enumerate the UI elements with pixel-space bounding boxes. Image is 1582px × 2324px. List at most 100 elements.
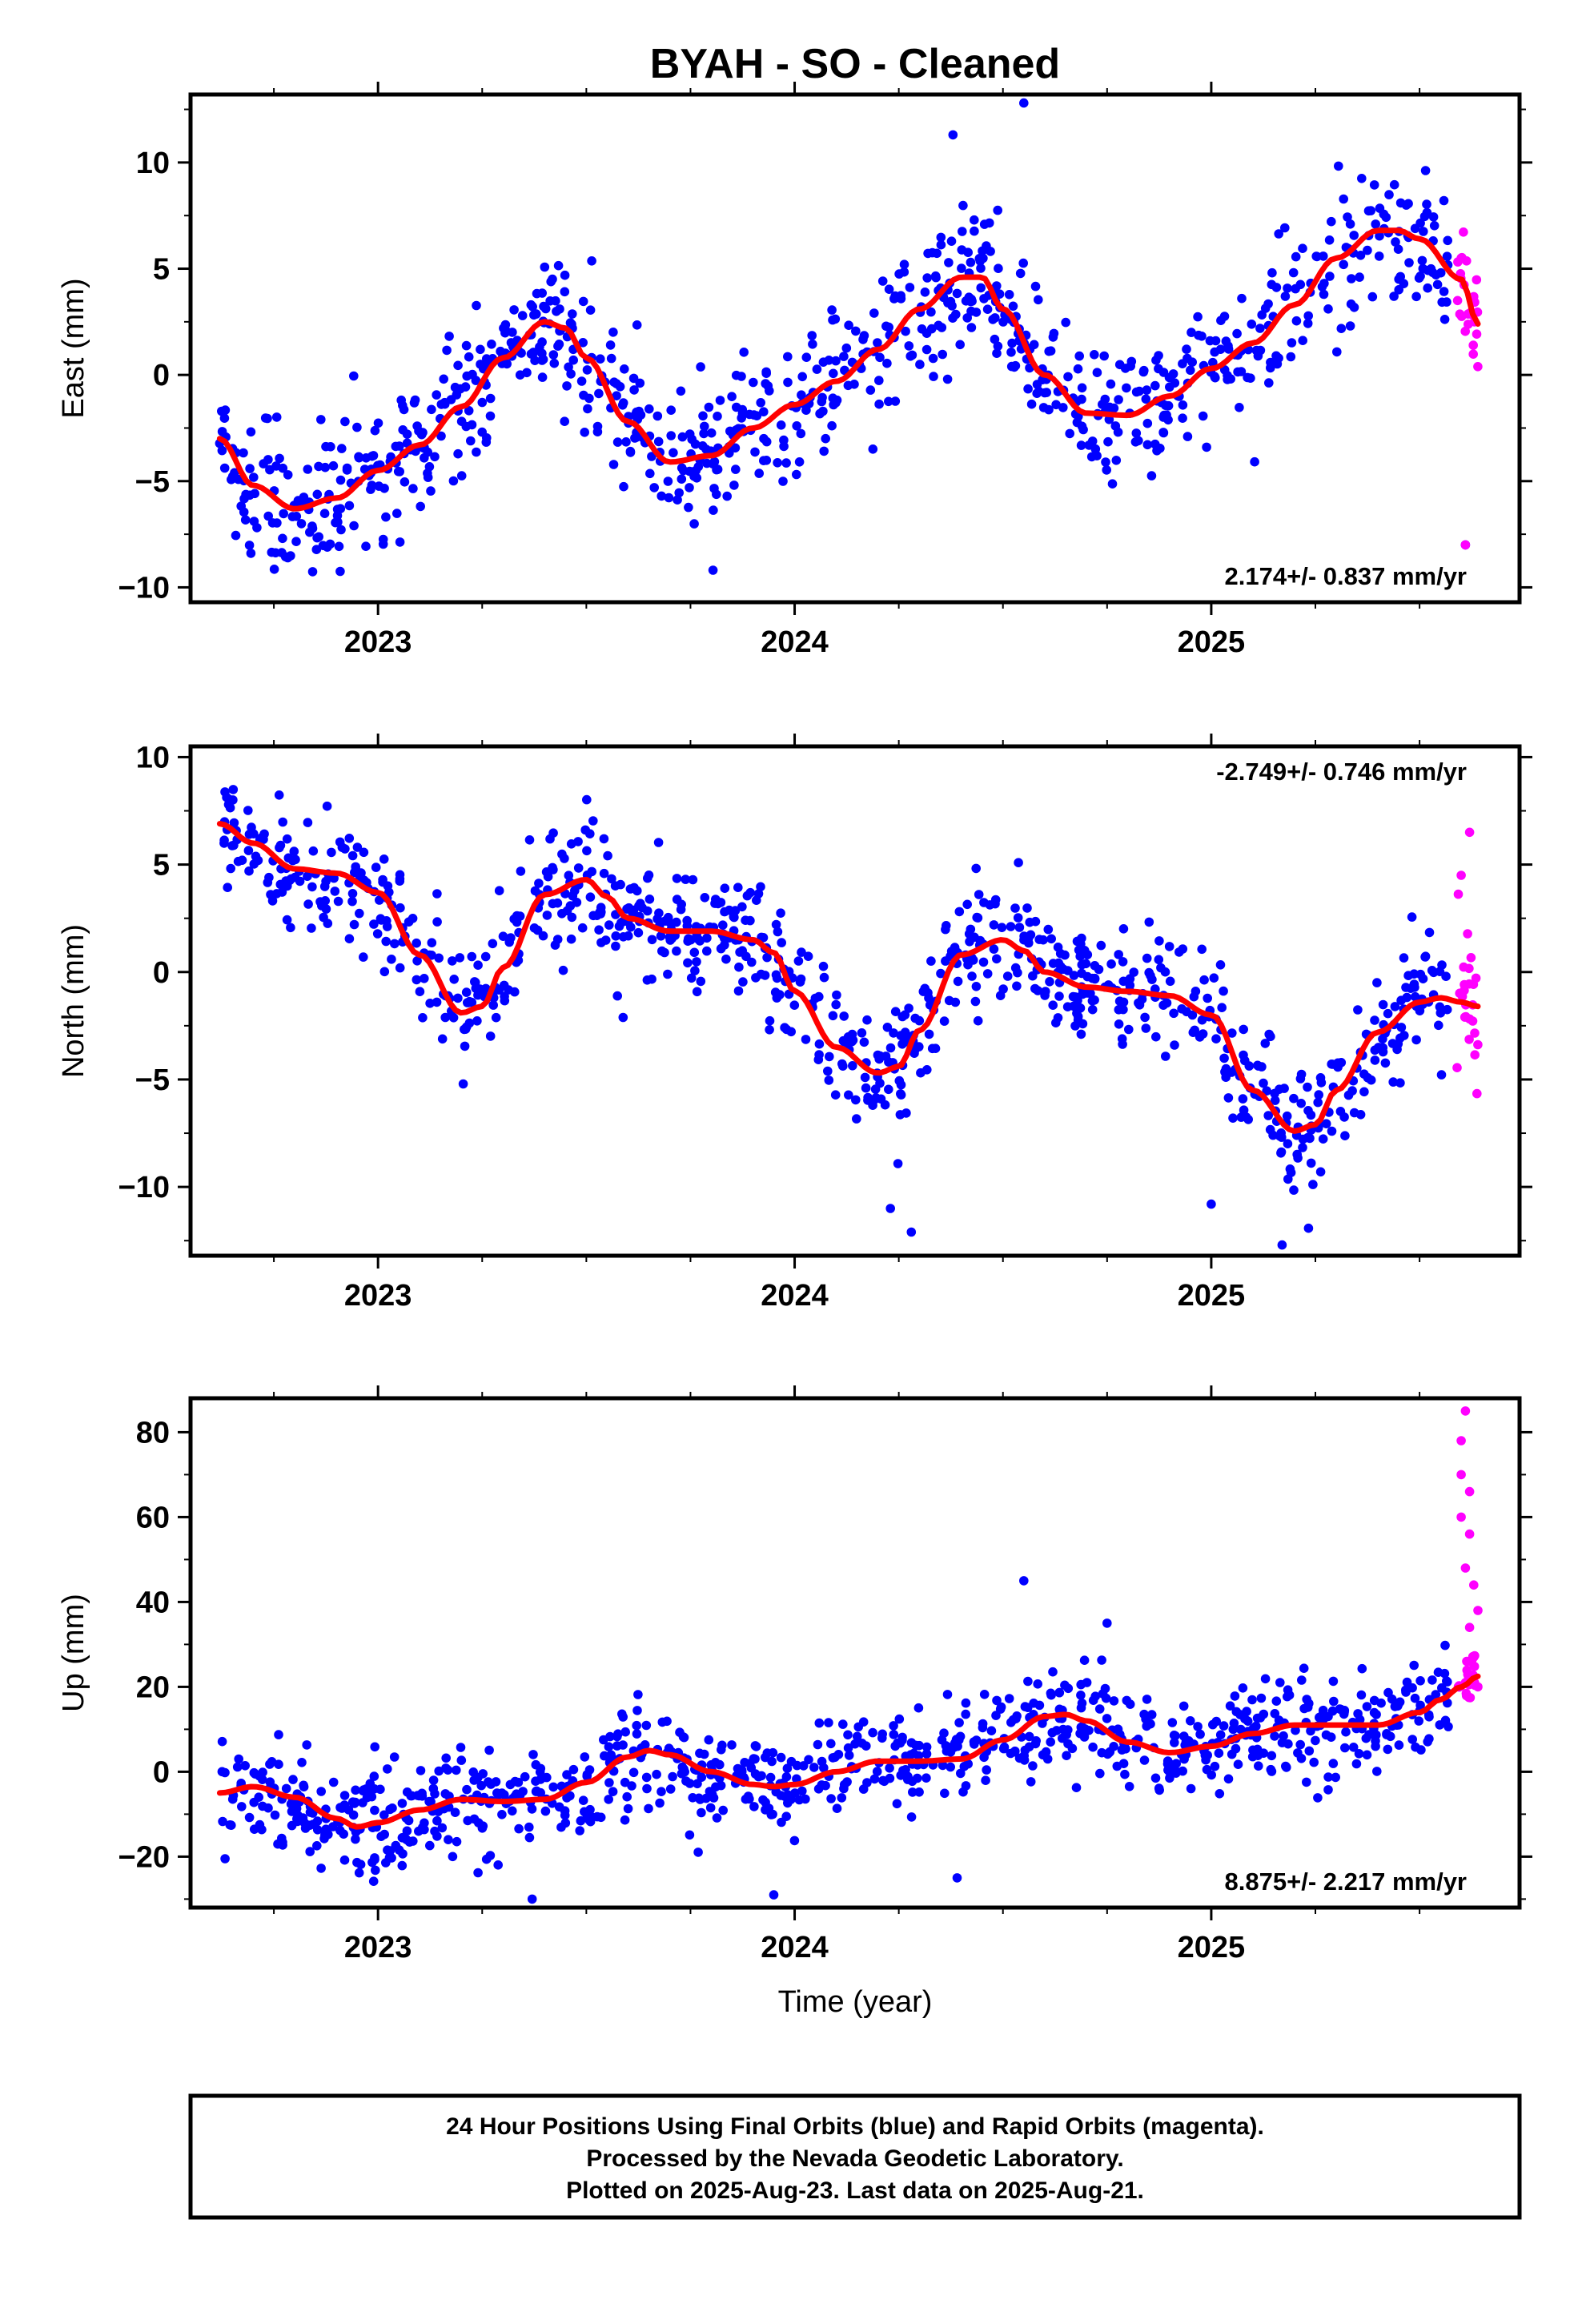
final-orbit-point — [1291, 251, 1301, 262]
final-orbit-point — [715, 396, 725, 405]
final-orbit-point — [1098, 400, 1107, 409]
final-orbit-point — [302, 1740, 312, 1750]
final-orbit-point — [271, 412, 282, 422]
final-orbit-point — [279, 509, 289, 519]
final-orbit-point — [1048, 1000, 1058, 1010]
final-orbit-point — [773, 927, 783, 937]
plot-frame — [188, 744, 1522, 1258]
final-orbit-point — [924, 1029, 934, 1039]
final-orbit-point — [578, 338, 588, 348]
final-orbit-point — [220, 1854, 230, 1864]
final-orbit-point — [1219, 1721, 1229, 1731]
final-orbit-point — [765, 1015, 775, 1026]
final-orbit-point — [508, 328, 517, 337]
final-orbit-point — [558, 965, 568, 975]
final-orbit-point — [776, 1752, 786, 1763]
final-orbit-point — [978, 1719, 988, 1729]
final-orbit-point — [1407, 1735, 1417, 1744]
final-orbit-point — [1357, 1663, 1367, 1674]
final-orbit-point — [789, 1835, 800, 1846]
final-orbit-point — [696, 362, 705, 372]
final-orbit-point — [1164, 942, 1174, 951]
rapid-orbit-point — [1465, 1693, 1476, 1703]
final-orbit-point — [231, 530, 241, 541]
final-orbit-point — [684, 934, 693, 944]
final-orbit-point — [704, 402, 714, 412]
final-orbit-point — [1336, 324, 1347, 334]
final-orbit-point — [1195, 1032, 1205, 1042]
final-orbit-point — [562, 1793, 572, 1803]
final-orbit-point — [1319, 251, 1328, 261]
final-orbit-point — [1076, 1029, 1086, 1039]
final-orbit-point — [905, 1750, 916, 1759]
final-orbit-point — [1279, 1084, 1289, 1093]
final-orbit-point — [312, 1841, 322, 1851]
final-orbit-point — [948, 130, 958, 140]
final-orbit-point — [851, 1095, 861, 1105]
final-orbit-point — [386, 452, 396, 462]
rapid-orbit-point — [1473, 1039, 1483, 1050]
final-orbit-point — [282, 915, 292, 925]
final-orbit-point — [930, 271, 941, 281]
final-orbit-point — [630, 410, 640, 420]
final-orbit-point — [1182, 344, 1191, 354]
final-orbit-point — [1299, 1703, 1309, 1714]
final-orbit-point — [1232, 328, 1242, 339]
rapid-orbit-point — [1464, 320, 1473, 329]
final-orbit-point — [1378, 1043, 1388, 1053]
final-orbit-point — [467, 951, 477, 962]
final-orbit-point — [397, 1799, 408, 1808]
final-orbit-point — [606, 1750, 616, 1760]
y-axis-title: North (mm) — [57, 924, 90, 1078]
final-orbit-point — [244, 866, 254, 876]
final-orbit-point — [699, 1749, 709, 1759]
final-orbit-point — [271, 889, 282, 899]
y-tick-label: −20 — [118, 1840, 170, 1874]
trend-curve — [216, 821, 1481, 1134]
rapid-orbit-point — [1468, 340, 1478, 350]
final-orbit-point — [874, 1054, 884, 1064]
final-orbit-point — [1324, 235, 1335, 245]
final-orbit-point — [1207, 1199, 1216, 1209]
final-orbit-point — [565, 901, 576, 911]
final-orbit-point — [989, 920, 999, 930]
rapid-orbit-point — [1472, 275, 1482, 285]
final-orbit-point — [1170, 1731, 1180, 1741]
final-orbit-point — [440, 1789, 451, 1799]
final-orbit-point — [914, 1787, 924, 1797]
final-orbit-point — [1160, 967, 1170, 977]
final-orbit-point — [1063, 372, 1073, 382]
final-orbit-point — [316, 415, 326, 424]
final-orbit-point — [970, 996, 981, 1007]
final-orbit-point — [1118, 957, 1128, 967]
final-orbit-point — [312, 489, 323, 500]
final-orbit-point — [1419, 227, 1428, 236]
final-orbit-point — [1229, 1719, 1239, 1728]
final-orbit-point — [1305, 1133, 1315, 1144]
final-orbit-point — [1235, 403, 1244, 412]
final-orbit-point — [632, 320, 642, 330]
final-orbit-point — [237, 1802, 247, 1811]
final-orbit-point — [1289, 1185, 1299, 1195]
final-orbit-point — [1221, 336, 1231, 346]
rapid-orbit-point — [1473, 362, 1483, 372]
final-orbit-point — [812, 364, 822, 374]
final-orbit-point — [436, 431, 446, 441]
final-orbit-point — [548, 862, 557, 873]
final-orbit-point — [229, 818, 239, 828]
final-orbit-point — [1226, 374, 1235, 384]
final-orbit-point — [817, 396, 827, 407]
rapid-orbit-point — [1460, 1406, 1471, 1416]
final-orbit-point — [1328, 1759, 1339, 1768]
final-orbit-point — [1221, 1072, 1231, 1082]
final-orbit-point — [305, 1847, 315, 1856]
final-orbit-point — [792, 421, 801, 431]
final-orbit-point — [1014, 1753, 1025, 1763]
final-orbit-point — [1018, 258, 1028, 268]
final-orbit-point — [851, 326, 861, 336]
final-orbit-point — [477, 397, 488, 408]
final-orbit-point — [312, 1825, 323, 1835]
final-orbit-point — [831, 398, 841, 408]
final-orbit-point — [1051, 1018, 1061, 1027]
final-orbit-point — [813, 1739, 823, 1750]
